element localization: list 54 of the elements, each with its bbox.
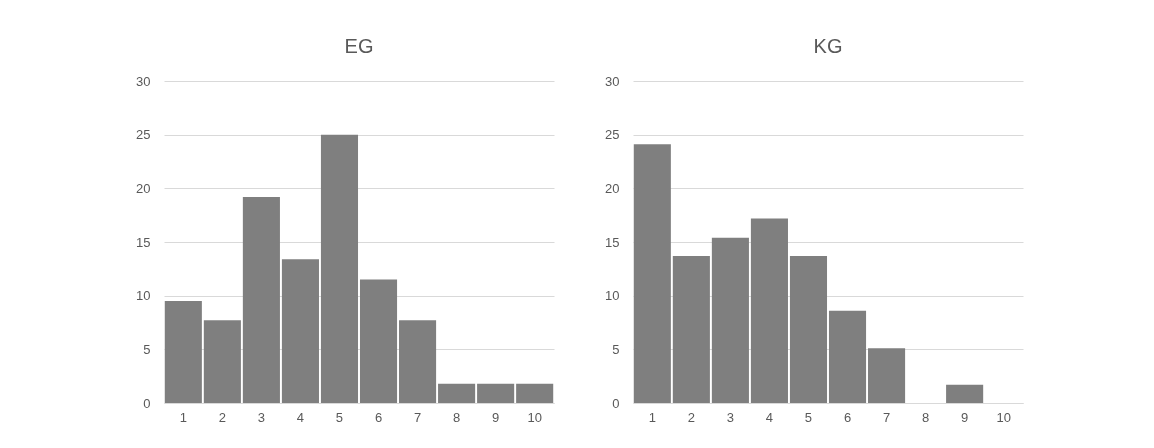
bar (633, 144, 671, 403)
x-tick-label: 4 (296, 409, 305, 425)
bar (711, 237, 749, 403)
y-tick-label: 25 (605, 127, 620, 143)
y-tick-label: 5 (612, 341, 620, 357)
x-tick-label: 8 (452, 409, 461, 425)
x-tick-label: 3 (726, 409, 735, 425)
y-tick-label: 15 (136, 234, 151, 250)
x-tick-label: 4 (765, 409, 774, 425)
bar (281, 259, 319, 403)
bar (438, 383, 476, 403)
x-tick-label: 5 (335, 409, 344, 425)
bar (828, 310, 867, 403)
bar (203, 320, 241, 403)
y-tick-label: 0 (612, 395, 620, 411)
x-tick-label: 9 (961, 409, 969, 425)
x-tick-label: 6 (843, 409, 852, 425)
bar (672, 255, 710, 403)
y-tick-label: 25 (136, 127, 151, 143)
bar (750, 218, 788, 403)
y-tick-label: 20 (605, 180, 620, 196)
bar (242, 196, 280, 403)
y-tick-label: 15 (605, 234, 620, 250)
y-tick-label: 10 (605, 288, 620, 304)
bar (516, 383, 554, 403)
x-tick-label: 1 (648, 409, 656, 425)
y-tick-label: 0 (143, 395, 151, 411)
x-tick-label: 2 (218, 409, 226, 425)
x-tick-label: 7 (413, 409, 422, 425)
bar (164, 301, 202, 403)
bar (399, 320, 437, 403)
x-tick-label: 6 (374, 409, 383, 425)
y-tick-label: 30 (136, 73, 151, 89)
x-tick-label: 8 (921, 409, 930, 425)
y-tick-label: 20 (136, 180, 151, 196)
chart-title: EG (344, 35, 374, 57)
x-tick-label: 7 (882, 409, 891, 425)
y-tick-label: 5 (143, 341, 151, 357)
bar (359, 279, 398, 403)
y-tick-label: 10 (136, 288, 151, 304)
bar (789, 255, 828, 403)
x-tick-label: 10 (996, 409, 1011, 425)
x-tick-label: 10 (527, 409, 542, 425)
bar (946, 384, 984, 403)
bar (477, 383, 515, 403)
chart-title: KG (813, 35, 843, 57)
bar (868, 348, 906, 403)
x-tick-label: 5 (804, 409, 813, 425)
x-tick-label: 3 (257, 409, 266, 425)
bar (320, 134, 359, 403)
x-tick-label: 9 (492, 409, 500, 425)
x-tick-label: 1 (179, 409, 187, 425)
x-tick-label: 2 (687, 409, 695, 425)
y-tick-label: 30 (605, 73, 620, 89)
